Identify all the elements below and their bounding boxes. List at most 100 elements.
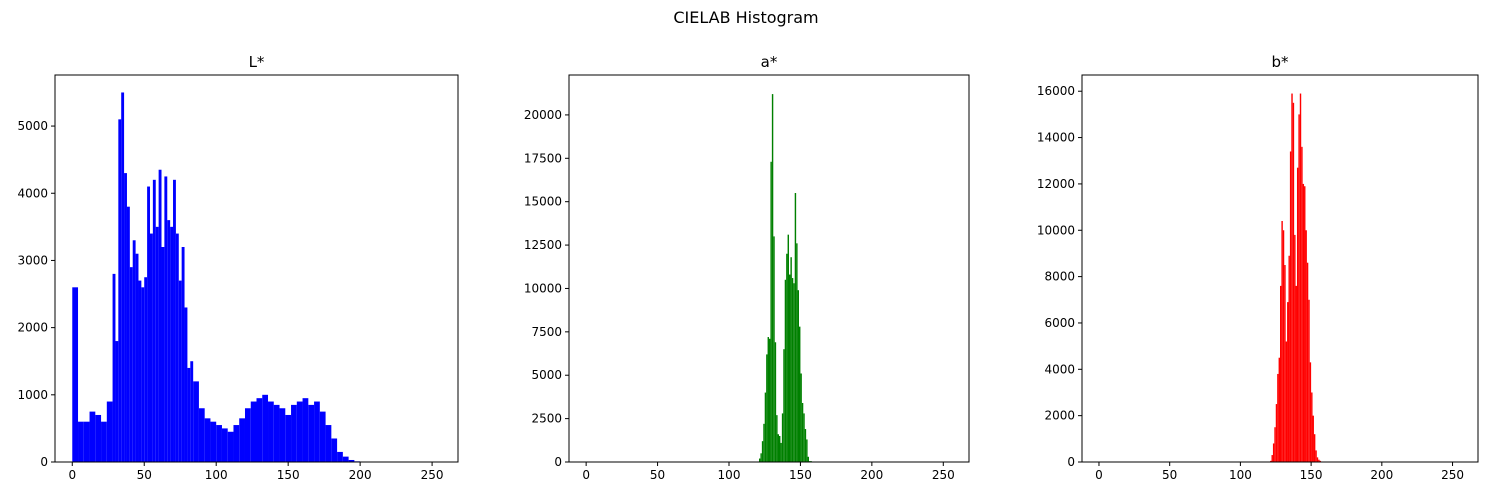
histogram-bar (216, 425, 222, 462)
histogram-bar (302, 398, 309, 462)
histogram-bar (794, 193, 797, 462)
histogram-bar (1287, 302, 1289, 462)
y-tick-label: 17500 (524, 151, 562, 165)
histogram-bar (1270, 460, 1272, 462)
histogram-bar (771, 94, 774, 462)
y-tick-label: 1000 (17, 388, 48, 402)
y-tick-label: 4000 (17, 186, 48, 200)
histogram-bar (1281, 220, 1283, 462)
histogram-bar (250, 401, 257, 462)
histogram-panel-2: 0 50 100 150 200 2500250050007500100001250015… (524, 53, 970, 482)
histogram-bar (767, 337, 769, 462)
histogram-bar (1271, 455, 1273, 462)
histogram-bar (178, 280, 182, 462)
y-tick-label: 14000 (1037, 131, 1075, 145)
histogram-bar (800, 373, 802, 462)
histogram-bar (797, 290, 799, 462)
histogram-bar (803, 413, 805, 462)
y-tick-label: 15000 (524, 195, 562, 209)
histogram-bar (101, 421, 107, 462)
histogram-bar (89, 411, 96, 462)
histogram-bar (138, 280, 142, 462)
histogram-bar (193, 381, 199, 462)
histogram-bar (759, 458, 761, 462)
histogram-bar (175, 233, 179, 462)
histogram-bar (190, 361, 194, 462)
histogram-bar (204, 418, 211, 462)
y-tick-label: 5000 (531, 368, 562, 382)
histogram-bar (342, 456, 349, 462)
y-tick-label: 12000 (1037, 177, 1075, 191)
histogram-bar (296, 401, 303, 462)
histogram-bar (760, 453, 762, 462)
axes-frame (54, 74, 459, 463)
y-tick-label: 2000 (17, 321, 48, 335)
y-tick-label: 10000 (524, 281, 562, 295)
histogram-bar (106, 401, 113, 462)
histogram-bar (796, 243, 798, 462)
histogram-bar (95, 414, 102, 462)
histogram-bar (161, 247, 165, 462)
histogram-bar (1295, 285, 1297, 462)
histogram-bar (149, 233, 153, 462)
histogram-bar (786, 253, 788, 462)
histogram-bar (790, 257, 792, 462)
histogram-bar (132, 240, 136, 462)
histogram-bar (789, 274, 791, 462)
histogram-bar (1319, 460, 1322, 462)
histogram-bar (141, 287, 145, 462)
histogram-bar (1312, 415, 1314, 462)
x-tick-label: 150 (1300, 468, 1323, 482)
histogram-bar (787, 234, 789, 462)
histogram-bar (783, 349, 785, 462)
histogram-bar (777, 434, 779, 462)
histogram-bar (291, 404, 297, 462)
histogram-bar (285, 414, 292, 462)
histogram-bars (757, 94, 812, 462)
histogram-bar (187, 367, 191, 462)
histogram-bar (1285, 341, 1288, 462)
histogram-bar (1305, 230, 1307, 462)
histogram-bar (239, 418, 245, 462)
histogram-bar (135, 253, 139, 462)
histogram-bar (776, 415, 778, 462)
x-tick-label: 0 (582, 468, 590, 482)
y-tick-label: 12500 (524, 238, 562, 252)
histogram-bar (115, 341, 119, 462)
histogram-bar (348, 459, 355, 462)
x-tick-label: 50 (137, 468, 152, 482)
y-tick-label: 8000 (1044, 270, 1075, 284)
histogram-bars (1270, 93, 1323, 463)
histogram-bar (198, 408, 205, 462)
histogram-bar (1291, 93, 1293, 462)
histogram-bar (78, 421, 84, 462)
histogram-bar (781, 413, 784, 462)
histogram-bar (769, 338, 771, 462)
x-tick-label: 250 (932, 468, 955, 482)
histogram-bar (129, 267, 133, 462)
histogram-bar (173, 179, 176, 462)
histogram-bar (1278, 357, 1280, 462)
histogram-bar (1299, 93, 1302, 462)
y-tick-label: 0 (40, 455, 48, 469)
x-tick-label: 100 (1229, 468, 1252, 482)
histogram-bar (144, 277, 148, 462)
histogram-bar (184, 307, 188, 462)
histogram-bar (764, 392, 767, 462)
x-tick-label: 150 (789, 468, 812, 482)
histogram-bar (807, 456, 809, 462)
histogram-bar (1304, 186, 1306, 463)
histogram-bar (1277, 373, 1279, 462)
x-tick-label: 250 (1441, 468, 1464, 482)
histogram-panel-3: 0 50 100 150 200 250 0 2000 4000 6000 8000 10000 120… (1037, 53, 1479, 482)
x-tick-label: 0 (1095, 468, 1103, 482)
histogram-bar (72, 287, 79, 462)
histogram-bar (766, 354, 768, 462)
y-tick-label: 16000 (1037, 84, 1075, 98)
histogram-bar (112, 273, 116, 462)
panel-title: L* (249, 53, 265, 71)
histogram-bar (1298, 114, 1300, 463)
histogram-bar (319, 411, 326, 462)
y-tick-label: 7500 (531, 325, 562, 339)
histogram-bar (1318, 459, 1320, 462)
